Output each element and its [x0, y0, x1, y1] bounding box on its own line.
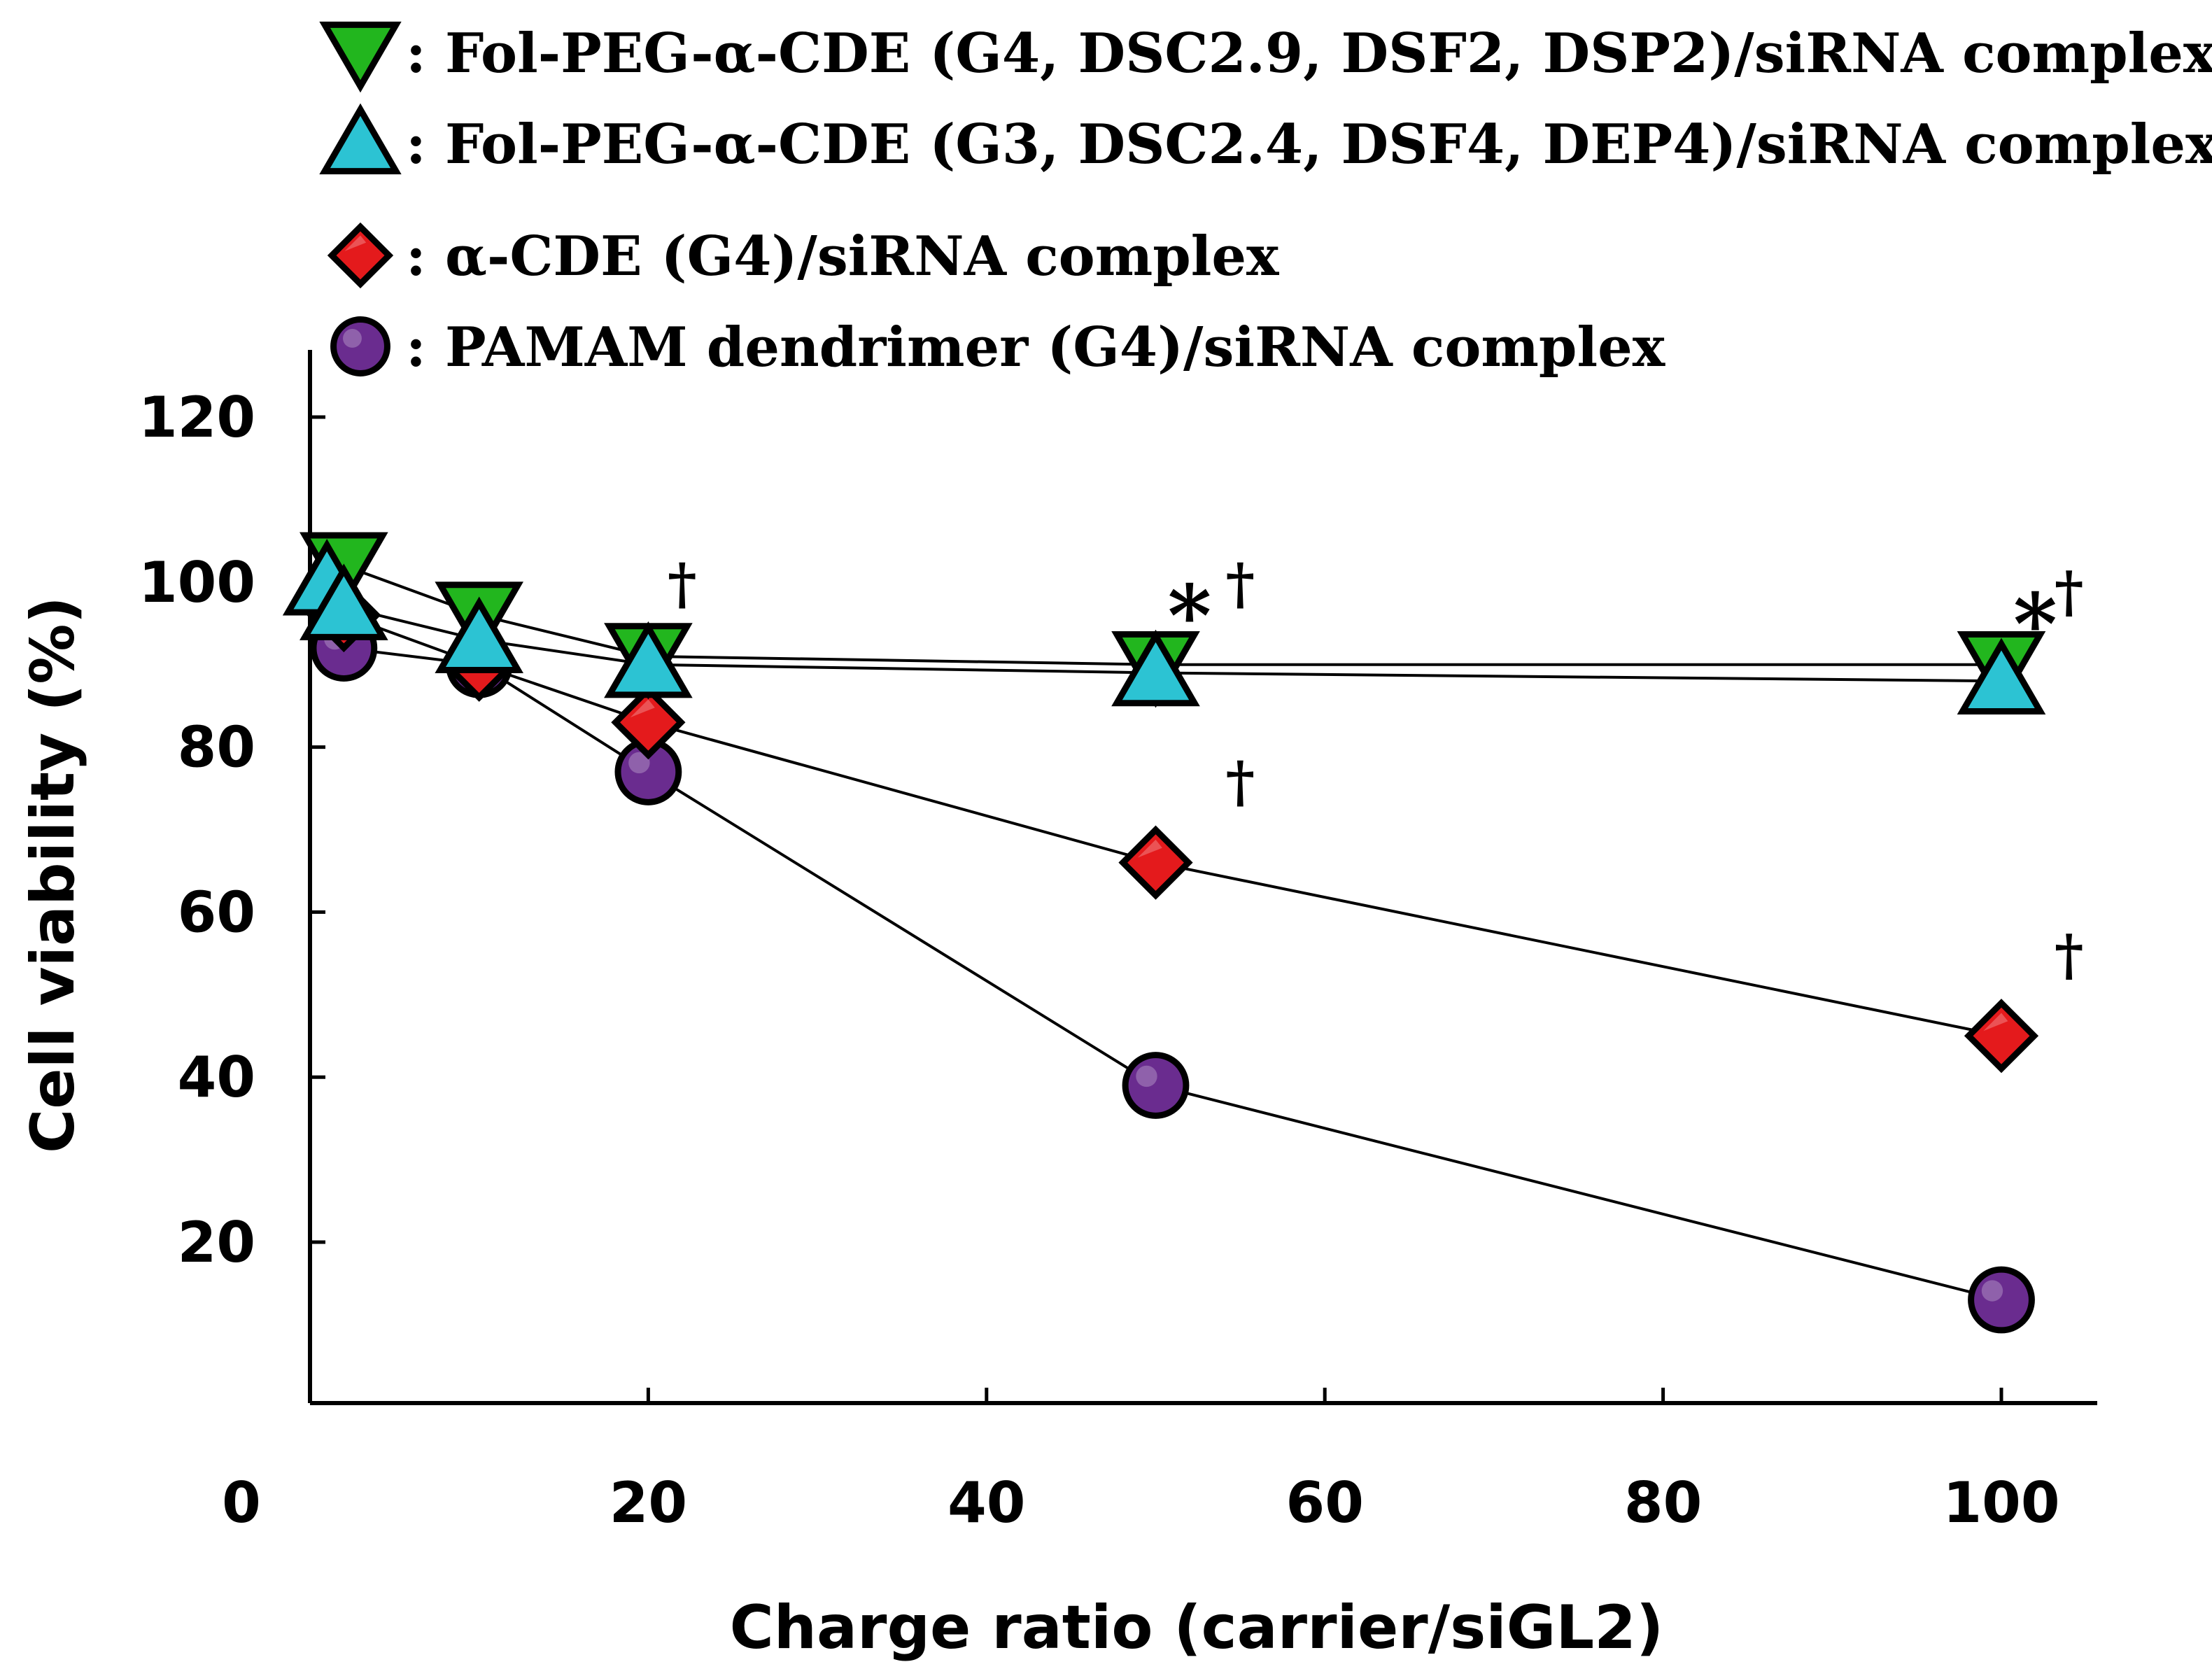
- significance-dagger: †: [668, 551, 697, 617]
- data-point-series-2: [1957, 638, 2046, 714]
- y-tick-label: 100: [139, 550, 255, 615]
- data-point-series-4: [1968, 1266, 2035, 1334]
- axes: [308, 350, 2097, 1405]
- data-point-series-3: [1964, 999, 2039, 1073]
- x-tick-label: 0: [222, 1470, 261, 1535]
- data-point-series-3: [1118, 825, 1193, 900]
- significance-dagger: †: [1225, 551, 1255, 617]
- significance-dagger: †: [2055, 559, 2084, 625]
- legend-marker-3: [327, 222, 394, 289]
- legend-marker-1: [319, 21, 402, 93]
- x-tick-label: 60: [1286, 1470, 1364, 1535]
- legend-label-3: : α-CDE (G4)/siRNA complex: [406, 225, 1280, 288]
- data-point-series-2: [435, 596, 523, 674]
- data-point-series-2: [300, 563, 388, 640]
- significance-star: *: [2013, 575, 2057, 674]
- series-line-4: [344, 647, 2002, 1302]
- series-points: [282, 532, 2046, 1334]
- y-tick-label: 60: [178, 880, 255, 945]
- data-point-series-4: [614, 738, 682, 805]
- significance-star: *: [1167, 567, 1211, 666]
- y-axis-label: Cell viability (%): [18, 596, 88, 1153]
- x-axis-label: Charge ratio (carrier/siGL2): [730, 1593, 1664, 1663]
- data-point-series-3: [611, 685, 686, 760]
- annotations: † * ††*††: [668, 551, 2084, 988]
- y-tick-label: 40: [178, 1045, 255, 1110]
- legend-label-2: : Fol-PEG-α-CDE (G3, DSC2.4, DSF4, DEP4)…: [406, 113, 2212, 176]
- legend-marker-4: [330, 316, 390, 376]
- x-tick-label: 20: [610, 1470, 687, 1535]
- legend: : Fol-PEG-α-CDE (G4, DSC2.9, DSF2, DSP2)…: [319, 21, 2212, 379]
- x-tick-label: 40: [948, 1470, 1025, 1535]
- data-point-series-2: [1111, 629, 1200, 707]
- significance-dagger: †: [1225, 749, 1255, 815]
- significance-dagger: †: [2055, 922, 2084, 987]
- legend-label-1: : Fol-PEG-α-CDE (G4, DSC2.9, DSF2, DSP2)…: [406, 22, 2212, 85]
- data-point-series-2: [604, 621, 693, 698]
- y-tick-label: 120: [139, 385, 255, 450]
- legend-label-4: : PAMAM dendrimer (G4)/siRNA complex: [406, 316, 1666, 379]
- legend-marker-2: [319, 103, 402, 175]
- x-tick-label: 80: [1624, 1470, 1702, 1535]
- data-point-series-4: [1122, 1052, 1190, 1119]
- y-tick-label: 80: [178, 715, 255, 780]
- ticks: 0 20 40 60 80 100 20 40 60 80 100 120: [139, 385, 2060, 1535]
- y-tick-label: 20: [178, 1210, 255, 1275]
- x-tick-label: 100: [1943, 1470, 2060, 1535]
